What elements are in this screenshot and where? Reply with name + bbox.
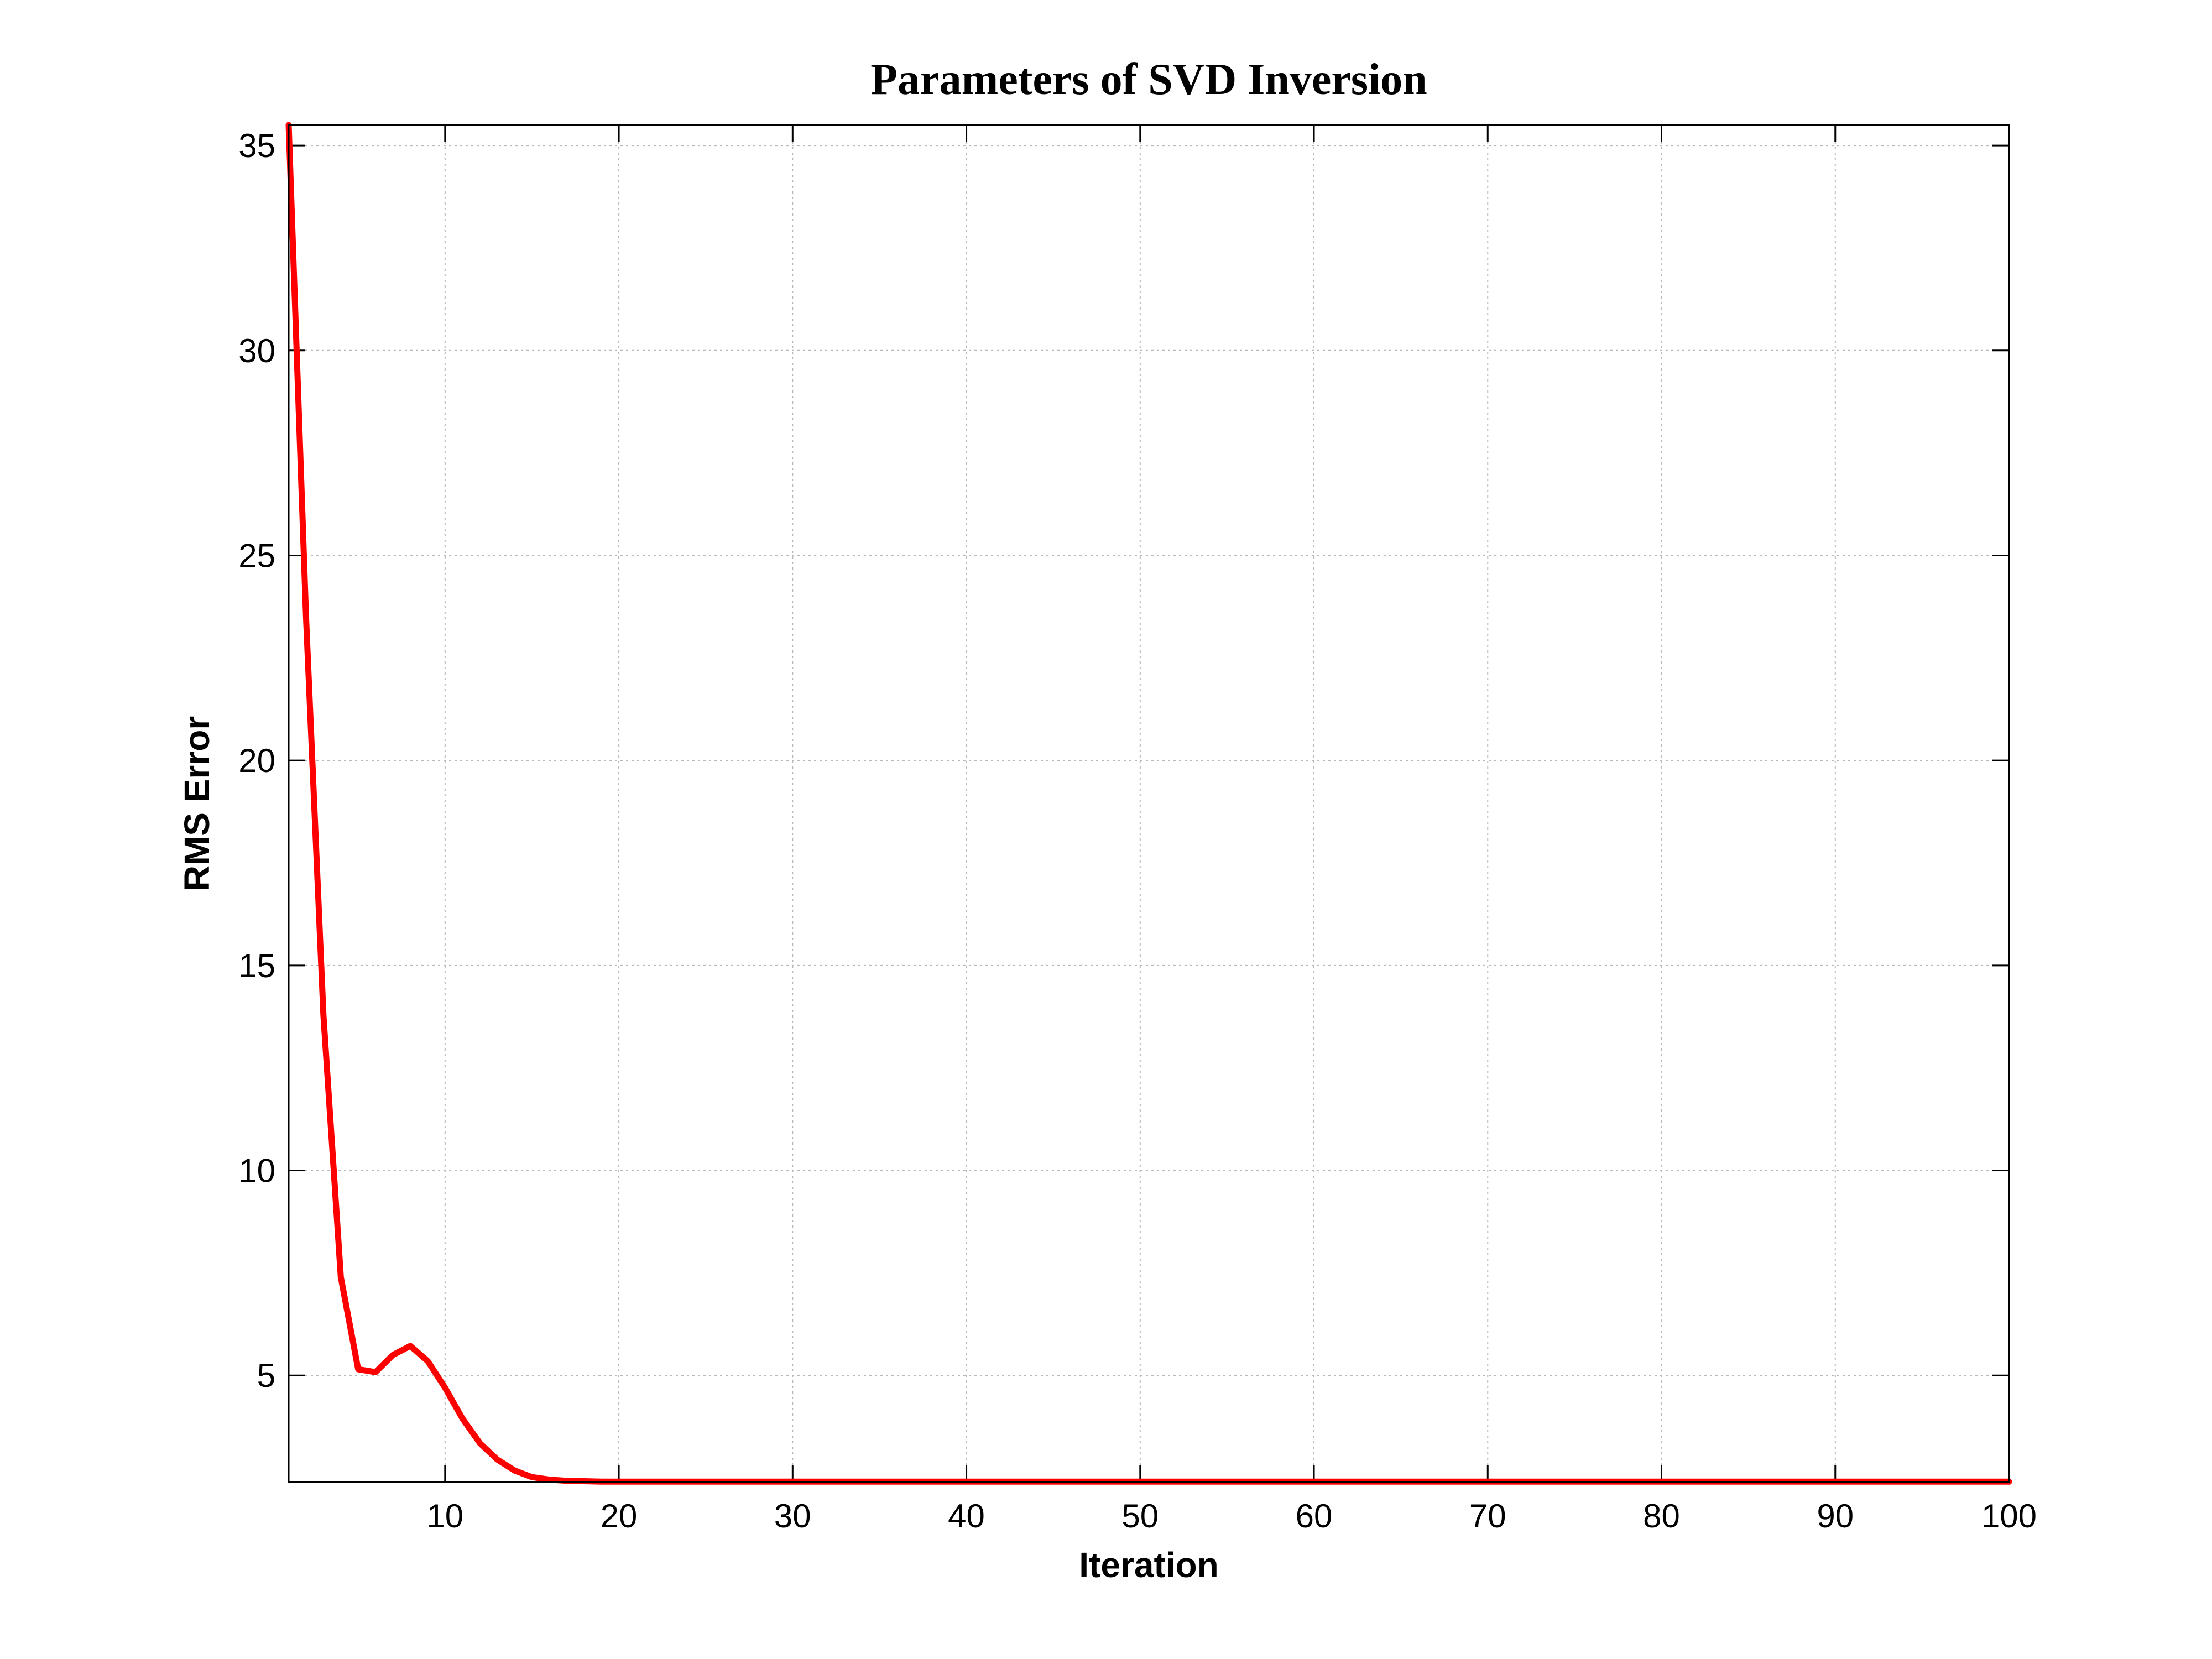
x-tick-label: 70 — [1469, 1498, 1506, 1535]
x-axis-title: Iteration — [1079, 1545, 1218, 1585]
plot-frame — [288, 124, 2010, 1483]
y-tick-label: 35 — [238, 127, 275, 164]
x-tick-label: 60 — [1296, 1498, 1333, 1535]
x-tick-label: 30 — [774, 1498, 811, 1535]
axis-ticks — [289, 125, 2010, 1482]
y-tick-label: 15 — [238, 947, 275, 984]
series-line — [285, 122, 2012, 1485]
x-tick-label: 10 — [426, 1498, 463, 1535]
grid — [289, 125, 2009, 1482]
y-tick-label: 5 — [257, 1357, 275, 1394]
y-tick-label: 20 — [238, 742, 275, 779]
x-tick-label: 90 — [1817, 1498, 1854, 1535]
y-tick-label: 10 — [238, 1152, 275, 1190]
tick-labels: 10 20 30 40 50 60 70 80 90 100 5 10 15 20 25 30 35 — [238, 127, 2037, 1535]
y-tick-label: 25 — [238, 537, 275, 574]
x-tick-label: 20 — [601, 1498, 638, 1535]
y-tick-label: 30 — [238, 332, 275, 369]
x-tick-label: 40 — [948, 1498, 985, 1535]
series-layer — [285, 122, 2012, 1485]
chart-title: Parameters of SVD Inversion — [870, 55, 1427, 104]
x-tick-label: 100 — [1981, 1498, 2037, 1535]
x-tick-label: 50 — [1121, 1498, 1159, 1535]
y-axis-title: RMS Error — [177, 716, 217, 891]
x-tick-label: 80 — [1643, 1498, 1680, 1535]
